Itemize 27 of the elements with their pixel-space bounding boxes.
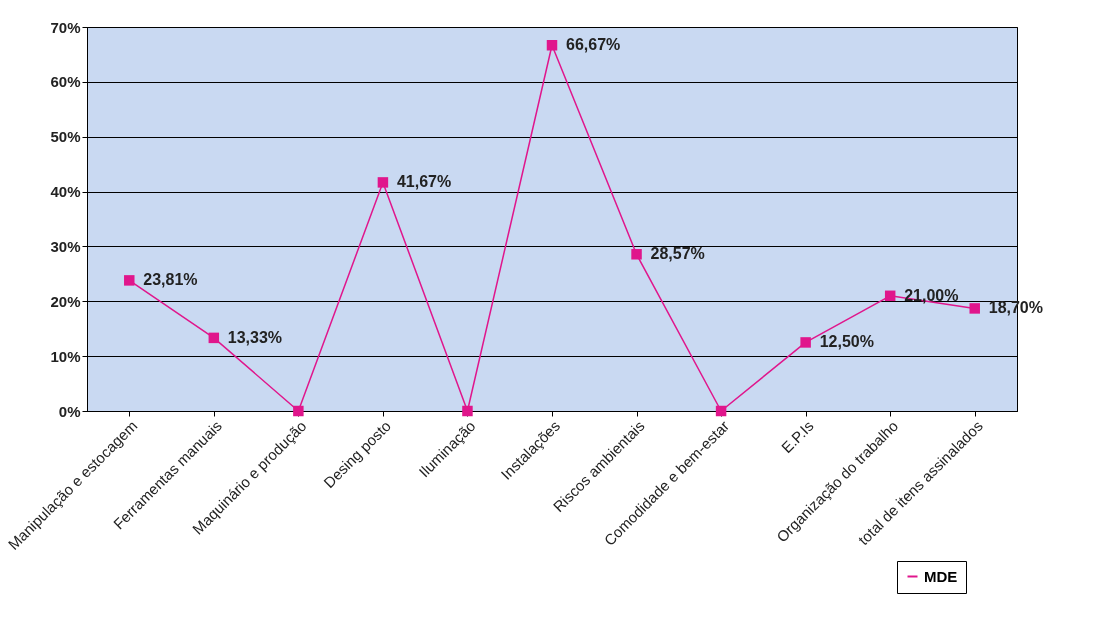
point — [377, 177, 389, 188]
point — [546, 40, 558, 51]
y-tick-label: 10% — [50, 347, 81, 365]
data-label: 21,00% — [904, 286, 959, 304]
data-label: 23,81% — [143, 271, 198, 289]
point — [800, 337, 811, 348]
point — [293, 405, 304, 417]
y-tick-label: 60% — [50, 73, 81, 91]
legend-label: MDE — [924, 567, 958, 585]
point — [969, 303, 980, 314]
data-label: 28,57% — [650, 245, 705, 263]
point — [124, 275, 135, 286]
y-tick-label: 20% — [50, 292, 81, 310]
y-tick-label: 0% — [58, 402, 81, 420]
point — [631, 249, 642, 260]
data-label: 66,67% — [566, 36, 621, 54]
data-label: 12,50% — [819, 333, 874, 351]
point — [462, 405, 473, 417]
point — [715, 405, 727, 417]
y-tick-label: 30% — [50, 237, 81, 255]
y-tick-label: 40% — [50, 183, 81, 201]
y-tick-label: 70% — [50, 18, 81, 36]
point — [884, 290, 896, 302]
point — [208, 332, 220, 344]
data-label: 13,33% — [227, 328, 283, 346]
y-tick-label: 50% — [50, 128, 81, 146]
data-label: 41,67% — [396, 173, 452, 191]
